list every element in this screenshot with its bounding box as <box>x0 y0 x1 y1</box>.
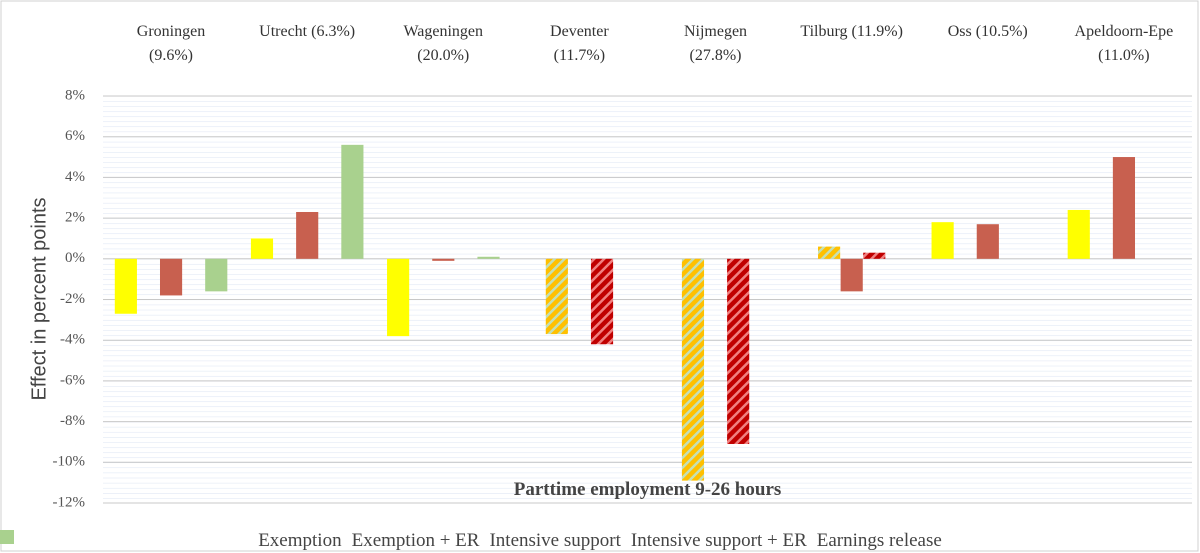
legend-label: Exemption <box>258 530 342 551</box>
bar <box>250 238 274 259</box>
category-label: Tilburg (11.9%) <box>800 23 903 40</box>
legend-swatch-rect <box>0 530 14 544</box>
y-tick-label: 6% <box>65 128 85 144</box>
legend: Exemption Exemption + ER Intensive support… <box>0 530 1200 552</box>
bar <box>931 222 954 259</box>
y-tick-label: 2% <box>65 210 85 226</box>
y-tick-label: -12% <box>53 494 86 510</box>
bar <box>818 246 841 259</box>
bar <box>296 211 319 259</box>
legend-item: Exemption <box>0 530 342 552</box>
category-label: Wageningen (20.0%) <box>403 23 484 64</box>
bar <box>387 258 410 337</box>
bar <box>205 258 228 292</box>
category-label: Nijmegen (27.8%) <box>683 23 748 64</box>
bar <box>477 256 500 259</box>
y-tick-label: 8% <box>65 87 85 103</box>
bar <box>976 224 999 259</box>
bar <box>432 258 455 261</box>
legend-label: Intensive support <box>489 530 621 551</box>
legend-item: Intensive support <box>0 530 621 552</box>
category-label: Deventer (11.7%) <box>550 23 609 64</box>
x-axis-title: Parttime employment 9-26 hours <box>513 479 782 500</box>
legend-swatch <box>0 530 14 544</box>
category-label: Utrecht (6.3%) <box>259 23 356 40</box>
bar <box>1112 157 1136 259</box>
bar <box>545 258 568 335</box>
bar <box>341 144 364 259</box>
bar <box>681 258 705 481</box>
y-tick-label: -4% <box>60 332 85 348</box>
y-tick-label: 4% <box>65 169 85 185</box>
category-label: Oss (10.5%) <box>947 23 1028 40</box>
y-axis-title: Effect in percent points <box>28 197 50 400</box>
legend-item: Exemption + ER <box>0 530 480 552</box>
legend-label: Earnings release <box>816 530 942 551</box>
y-tick-label: -10% <box>53 454 86 470</box>
y-tick-label: -6% <box>60 372 85 388</box>
bar <box>114 258 137 314</box>
legend-label: Intensive support + ER <box>630 530 807 551</box>
bar <box>159 258 183 296</box>
bar <box>1067 209 1090 259</box>
bar <box>840 258 863 292</box>
category-label: Groningen (9.6%) <box>136 23 206 64</box>
bar <box>727 258 750 444</box>
legend-item: Earnings release <box>0 530 942 552</box>
category-label: Apeldoorn-Epe (11.0%) <box>1074 23 1174 64</box>
bar <box>863 252 886 259</box>
y-tick-label: 0% <box>65 250 85 266</box>
y-tick-label: -2% <box>60 291 85 307</box>
legend-item: Intensive support + ER <box>0 530 807 552</box>
bar <box>590 258 614 345</box>
y-tick-label: -8% <box>60 413 85 429</box>
legend-label: Exemption + ER <box>351 530 480 551</box>
